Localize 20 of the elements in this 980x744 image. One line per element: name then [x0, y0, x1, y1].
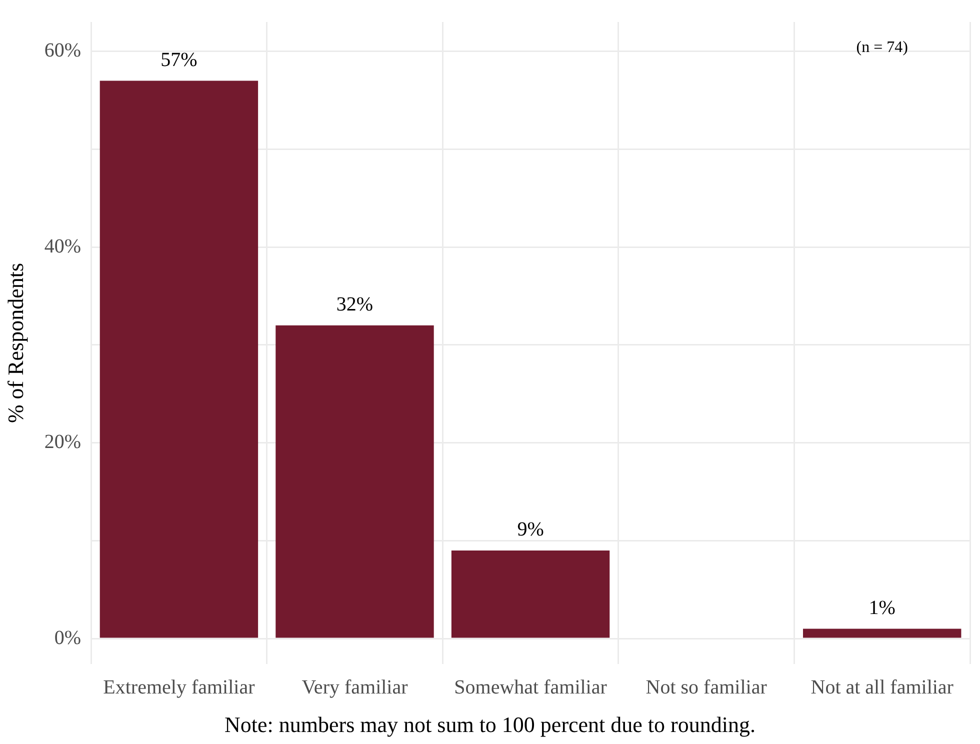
y-tick-label: 0%: [54, 626, 82, 649]
x-tick-label: Somewhat familiar: [454, 676, 608, 698]
bar: [100, 80, 258, 638]
y-tick-label: 40%: [44, 235, 82, 258]
data-label: 9%: [517, 518, 544, 541]
annotation: (n = 74): [856, 39, 908, 56]
data-label: 32%: [336, 294, 374, 316]
y-tick-label: 60%: [44, 40, 82, 62]
x-tick-label: Extremely familiar: [103, 676, 256, 698]
y-tick-label: 20%: [44, 431, 82, 454]
x-tick-label: Not at all familiar: [810, 676, 954, 698]
bar: [451, 550, 610, 638]
bar: [803, 628, 962, 638]
x-tick-label: Not so familiar: [646, 676, 768, 698]
bar: [276, 325, 434, 638]
data-label: 57%: [160, 48, 198, 71]
data-label: 1%: [868, 597, 896, 620]
text: Note: numbers may not sum to 100 percent due to rounding.: [224, 712, 756, 738]
x-tick-label: Very familiar: [302, 676, 408, 698]
y-axis-title: % of Respondents: [2, 262, 28, 424]
